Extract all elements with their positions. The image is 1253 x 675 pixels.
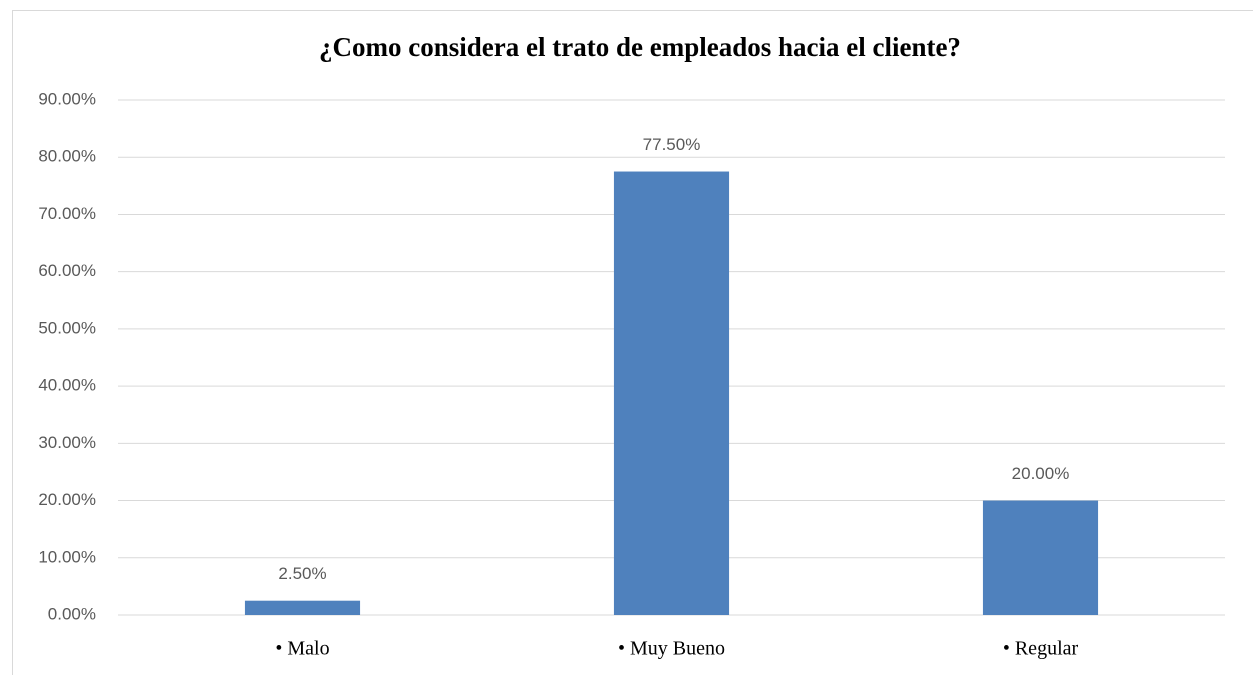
data-label: 77.50% [643, 135, 701, 154]
data-label: 2.50% [278, 564, 326, 583]
data-label: 20.00% [1012, 464, 1070, 483]
y-tick-label: 10.00% [38, 547, 96, 566]
y-tick-label: 40.00% [38, 376, 96, 395]
y-tick-label: 70.00% [38, 204, 96, 223]
y-tick-label: 0.00% [48, 604, 96, 623]
bar [982, 500, 1099, 615]
chart-title: ¿Como considera el trato de empleados ha… [319, 32, 961, 62]
y-tick-label: 30.00% [38, 433, 96, 452]
x-tick-label: • Muy Bueno [618, 638, 725, 660]
y-tick-label: 80.00% [38, 147, 96, 166]
bar [613, 171, 730, 615]
x-tick-label: • Regular [1003, 638, 1079, 660]
y-tick-label: 60.00% [38, 261, 96, 280]
bar [244, 600, 361, 615]
x-tick-label: • Malo [275, 638, 329, 660]
y-tick-label: 50.00% [38, 318, 96, 337]
y-tick-label: 90.00% [38, 89, 96, 108]
y-tick-label: 20.00% [38, 490, 96, 509]
